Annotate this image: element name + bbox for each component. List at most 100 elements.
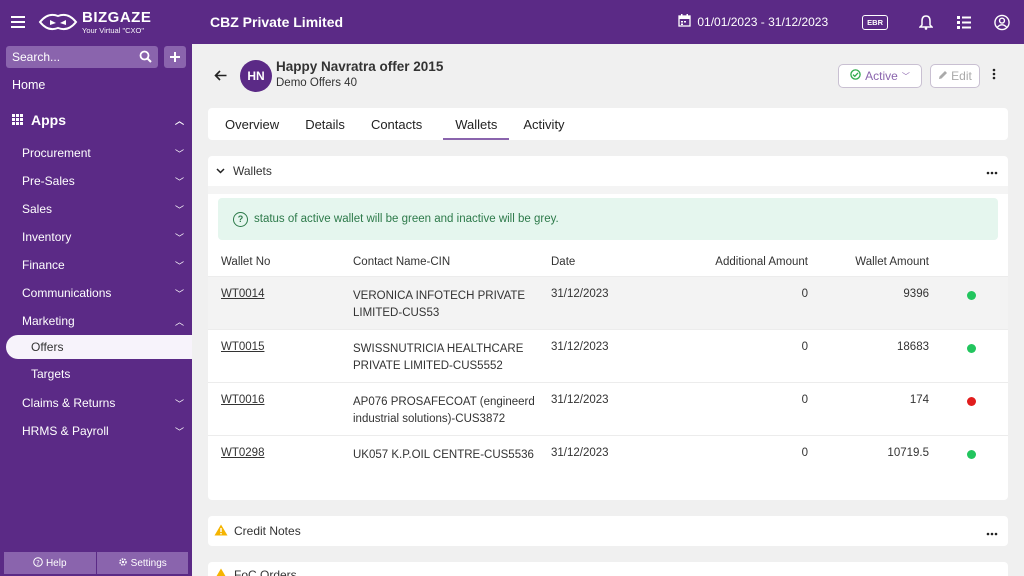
status-dropdown[interactable]: Active ﹀: [838, 64, 922, 88]
sidebar-item-inventory[interactable]: Inventory ﹀: [22, 230, 184, 244]
more-horizontal-icon[interactable]: [986, 525, 998, 539]
column-header: Additional Amount: [715, 256, 808, 268]
search-icon[interactable]: [139, 50, 152, 66]
top-bar: BIZGAZE Your Virtual "CXO" CBZ Private L…: [0, 0, 1024, 44]
contact-name: AP076 PROSAFECOAT (engineerd industrial …: [353, 396, 535, 425]
sidebar-item-label: Claims & Returns: [22, 396, 116, 410]
sidebar-item-sales[interactable]: Sales ﹀: [22, 202, 184, 216]
tab-overview[interactable]: Overview: [225, 116, 280, 132]
logo-tagline: Your Virtual "CXO": [82, 25, 145, 35]
wallet-number-link[interactable]: WT0016: [221, 394, 265, 406]
sidebar-item-targets[interactable]: Targets: [31, 367, 71, 381]
table-row[interactable]: WT0014 VERONICA INFOTECH PRIVATE LIMITED…: [208, 276, 1008, 329]
wallet-amount: 174: [909, 394, 929, 406]
edit-label: Edit: [951, 69, 972, 83]
record-tabs: Overview Details Contacts Wallets Activi…: [208, 108, 1008, 140]
menu-icon[interactable]: [0, 0, 36, 44]
section-title: Credit Notes: [234, 524, 301, 538]
logo[interactable]: BIZGAZE Your Virtual "CXO": [38, 10, 198, 35]
sidebar-item-label: Procurement: [22, 146, 91, 160]
wallet-date: 31/12/2023: [551, 288, 609, 300]
wallet-amount: 9396: [903, 288, 929, 300]
status-dot: [967, 344, 976, 353]
sidebar-item-claims-returns[interactable]: Claims & Returns ﹀: [22, 396, 184, 410]
sidebar-item-procurement[interactable]: Procurement ﹀: [22, 146, 184, 160]
help-button[interactable]: ? Help: [4, 552, 96, 574]
additional-amount: 0: [801, 288, 808, 300]
help-icon: ?: [33, 556, 43, 570]
sidebar-item-label: Inventory: [22, 230, 72, 244]
sidebar-item-label: Finance: [22, 258, 65, 272]
sidebar-item-offers[interactable]: Offers: [6, 335, 192, 359]
table-row[interactable]: WT0298 UK057 K.P.OIL CENTRE-CUS5536 31/1…: [208, 435, 1008, 488]
sidebar-item-communications[interactable]: Communications ﹀: [22, 286, 184, 300]
section-title: Wallets: [233, 164, 272, 178]
date-range-text: 01/01/2023 - 31/12/2023: [697, 15, 829, 29]
credit-notes-section[interactable]: Credit Notes: [208, 516, 1008, 546]
wallet-number-link[interactable]: WT0298: [221, 447, 265, 459]
additional-amount: 0: [801, 394, 808, 406]
wallets-section-header[interactable]: Wallets: [208, 156, 1008, 186]
chevron-up-icon: ︿: [174, 115, 184, 126]
sidebar-search[interactable]: [6, 46, 158, 68]
column-header: Wallet No: [221, 256, 271, 268]
additional-amount: 0: [801, 341, 808, 353]
add-button[interactable]: [164, 46, 186, 68]
wallet-date: 31/12/2023: [551, 341, 609, 353]
gear-icon: [118, 557, 128, 570]
wallets-section: Wallets ? status of active wallet will b…: [208, 156, 1008, 500]
sidebar-item-marketing[interactable]: Marketing ︿: [22, 314, 184, 328]
status-label: Active: [865, 69, 898, 83]
sidebar-item-hrms-payroll[interactable]: HRMS & Payroll ﹀: [22, 424, 184, 438]
nav-apps[interactable]: Apps ︿: [12, 112, 184, 128]
sidebar-item-label: Communications: [22, 286, 112, 300]
date-range-picker[interactable]: 01/01/2023 - 31/12/2023: [678, 14, 828, 30]
ebr-button[interactable]: EBR: [862, 14, 888, 30]
column-header: Wallet Amount: [855, 256, 929, 268]
pencil-icon: [938, 69, 948, 83]
sidebar-footer: ? Help Settings: [4, 552, 188, 574]
wallet-number-link[interactable]: WT0014: [221, 288, 265, 300]
table-row[interactable]: WT0016 AP076 PROSAFECOAT (engineerd indu…: [208, 382, 1008, 435]
chevron-down-icon: ﹀: [174, 288, 184, 299]
chevron-down-icon: ﹀: [174, 260, 184, 271]
calendar-icon: [678, 14, 692, 30]
status-dot: [967, 291, 976, 300]
chevron-down-icon: ﹀: [174, 398, 184, 409]
settings-button[interactable]: Settings: [96, 552, 188, 574]
contact-name: VERONICA INFOTECH PRIVATE LIMITED-CUS53: [353, 290, 526, 319]
back-arrow-icon[interactable]: [214, 68, 227, 84]
column-header: Date: [551, 256, 576, 268]
sidebar-item-label: Sales: [22, 202, 53, 216]
section-title: FoC Orders: [234, 568, 297, 576]
sidebar-item-finance[interactable]: Finance ﹀: [22, 258, 184, 272]
apps-grid-icon: [12, 112, 23, 128]
tab-wallets[interactable]: Wallets: [443, 108, 510, 140]
foc-orders-section[interactable]: FoC Orders: [208, 562, 1008, 576]
list-icon[interactable]: [956, 14, 972, 30]
wallet-amount: 10719.5: [887, 447, 929, 459]
additional-amount: 0: [801, 447, 808, 459]
sidebar-item-pre-sales[interactable]: Pre-Sales ﹀: [22, 174, 184, 188]
tab-contacts[interactable]: Contacts: [370, 116, 423, 132]
tab-details[interactable]: Details: [305, 116, 345, 132]
contact-name: SWISSNUTRICIA HEALTHCARE PRIVATE LIMITED…: [353, 343, 524, 372]
chevron-down-icon: [216, 166, 225, 177]
chevron-down-icon: ﹀: [174, 176, 184, 187]
nav-home[interactable]: Home: [12, 78, 46, 92]
bell-icon[interactable]: [918, 14, 934, 30]
sidebar-item-label: Pre-Sales: [22, 174, 75, 188]
logo-name: BIZGAZE: [82, 8, 152, 26]
company-name[interactable]: CBZ Private Limited: [210, 14, 344, 30]
more-vertical-icon[interactable]: [992, 68, 996, 83]
sidebar: Home Apps ︿ Procurement ﹀ Pre-Sales ﹀ Sale…: [0, 44, 192, 576]
user-profile-icon[interactable]: [994, 14, 1010, 30]
status-dot: [967, 397, 976, 406]
table-row[interactable]: WT0015 SWISSNUTRICIA HEALTHCARE PRIVATE …: [208, 329, 1008, 382]
search-input[interactable]: [12, 50, 132, 64]
more-horizontal-icon[interactable]: [986, 164, 998, 178]
wallet-number-link[interactable]: WT0015: [221, 341, 265, 353]
tab-activity[interactable]: Activity: [523, 116, 565, 132]
avatar: HN: [240, 60, 272, 92]
edit-button[interactable]: Edit: [930, 64, 980, 88]
